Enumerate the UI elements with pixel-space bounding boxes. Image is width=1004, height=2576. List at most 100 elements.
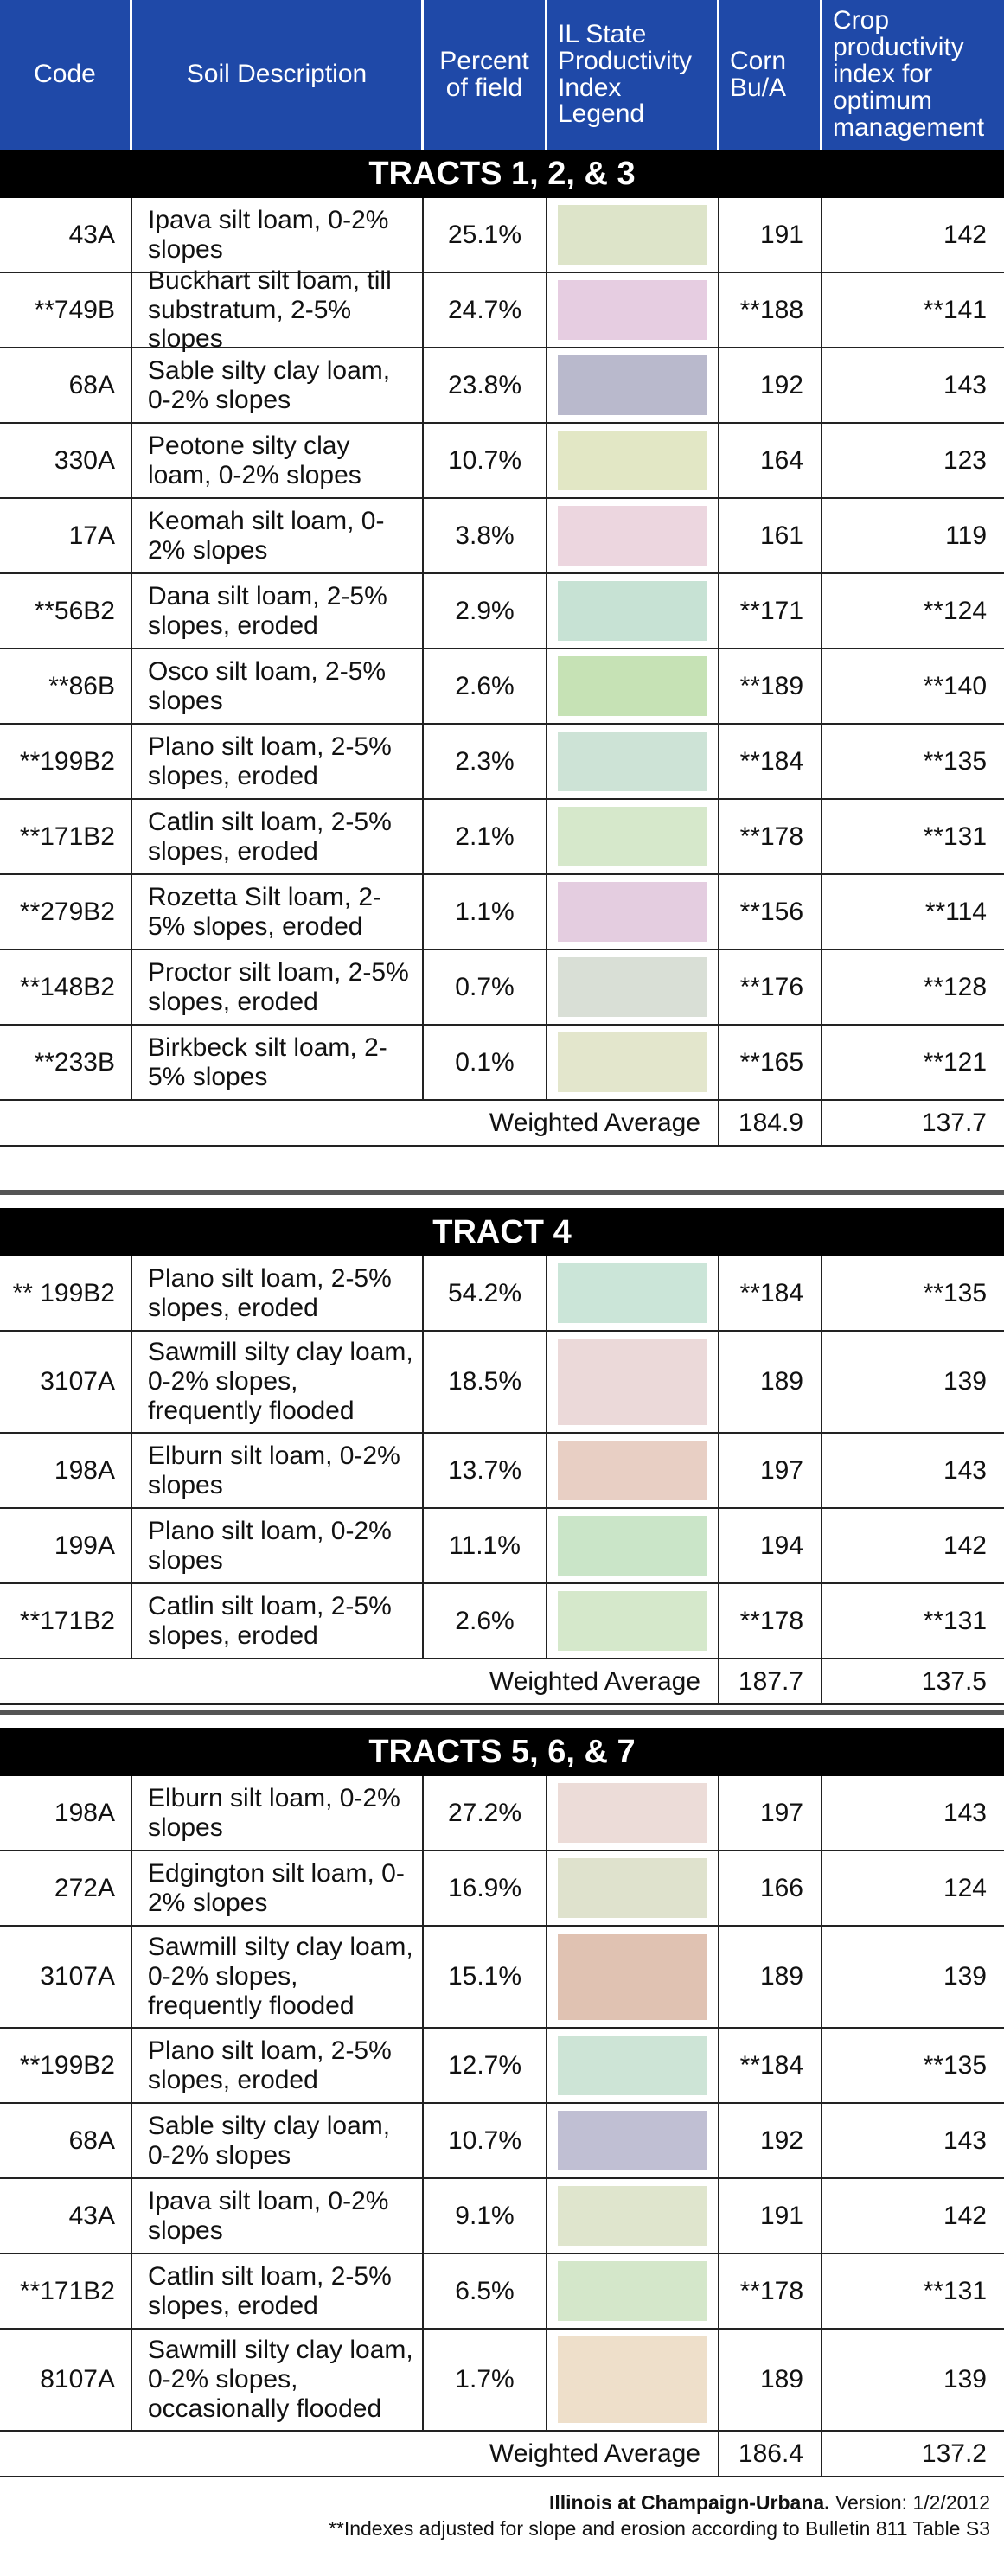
tract-section: TRACTS 1, 2, & 3 43A Ipava silt loam, 0-2%… <box>0 150 1004 1147</box>
corn-yield: 194 <box>719 1509 822 1582</box>
legend-cell <box>547 1256 719 1330</box>
percent-of-field: 1.7% <box>424 2330 547 2430</box>
legend-cell <box>547 198 719 272</box>
weighted-average-label: Weighted Average <box>0 2432 719 2476</box>
legend-cell <box>547 1026 719 1099</box>
table-row: 68A Sable silty clay loam, 0-2% slopes 10.… <box>0 2104 1004 2179</box>
crop-productivity-index: 143 <box>943 1798 987 1827</box>
percent-of-field: 16.9% <box>424 1851 547 1925</box>
table-row: 198A Elburn silt loam, 0-2% slopes 13.7% 19… <box>0 1434 1004 1509</box>
table-row: 199A Plano silt loam, 0-2% slopes 11.1% 194… <box>0 1509 1004 1584</box>
soil-description: Plano silt loam, 2-5% slopes, eroded <box>132 2029 424 2102</box>
soil-code: **86B <box>0 649 132 723</box>
soil-code: 3107A <box>0 1332 132 1432</box>
weighted-average-corn: 184.9 <box>719 1101 822 1145</box>
tract-title: TRACTS 1, 2, & 3 <box>0 150 1004 198</box>
table-row: 198A Elburn silt loam, 0-2% slopes 27.2% 19… <box>0 1776 1004 1851</box>
corn-yield: **165 <box>719 1026 822 1099</box>
legend-cell <box>547 1927 719 2027</box>
legend-swatch <box>558 355 707 415</box>
tract-section: TRACT 4 ** 199B2 Plano silt loam, 2-5% slo… <box>0 1208 1004 1705</box>
header-code: Code <box>0 0 132 150</box>
table-header: Code Soil Description Percent of field I… <box>0 0 1004 150</box>
table-row: 43A Ipava silt loam, 0-2% slopes 25.1% 191 1… <box>0 198 1004 273</box>
percent-of-field: 2.6% <box>424 1584 547 1658</box>
soil-code: 330A <box>0 424 132 497</box>
table-row: **199B2 Plano silt loam, 2-5% slopes, ero… <box>0 725 1004 800</box>
table-row: **171B2 Catlin silt loam, 2-5% slopes, er… <box>0 2254 1004 2330</box>
soil-description: Sable silty clay loam, 0-2% slopes <box>132 2104 424 2177</box>
corn-yield: 197 <box>719 1776 822 1850</box>
crop-productivity-index: 124 <box>943 1873 987 1902</box>
percent-of-field: 23.8% <box>424 348 547 422</box>
percent-of-field: 27.2% <box>424 1776 547 1850</box>
legend-cell <box>547 348 719 422</box>
percent-of-field: 9.1% <box>424 2179 547 2253</box>
crop-productivity-index: 142 <box>943 2201 987 2230</box>
table-row: **86B Osco silt loam, 2-5% slopes 2.6% **18… <box>0 649 1004 725</box>
legend-swatch <box>558 656 707 716</box>
legend-swatch <box>558 506 707 566</box>
legend-swatch <box>558 2111 707 2170</box>
percent-of-field: 54.2% <box>424 1256 547 1330</box>
legend-cell <box>547 1332 719 1432</box>
soil-description: Catlin silt loam, 2-5% slopes, eroded <box>132 1584 424 1658</box>
corn-yield: 197 <box>719 1434 822 1507</box>
table-row: 17A Keomah silt loam, 0-2% slopes 3.8% 161 1… <box>0 499 1004 574</box>
soil-code: **749B <box>0 273 132 347</box>
header-soil-description: Soil Description <box>132 0 424 150</box>
soil-description: Plano silt loam, 2-5% slopes, eroded <box>132 725 424 798</box>
percent-of-field: 13.7% <box>424 1434 547 1507</box>
footer-note: **Indexes adjusted for slope and erosion… <box>328 2516 990 2540</box>
crop-productivity-index: 139 <box>943 1367 987 1397</box>
soil-description: Elburn silt loam, 0-2% slopes <box>132 1434 424 1507</box>
percent-of-field: 15.1% <box>424 1927 547 2027</box>
legend-cell <box>547 649 719 723</box>
legend-cell <box>547 499 719 572</box>
crop-productivity-index: **114 <box>924 897 987 926</box>
percent-of-field: 12.7% <box>424 2029 547 2102</box>
legend-swatch <box>558 431 707 490</box>
legend-swatch <box>558 280 707 340</box>
table-row: 272A Edgington silt loam, 0-2% slopes 16.9… <box>0 1851 1004 1927</box>
weighted-average-cpi: 137.5 <box>921 1666 987 1696</box>
legend-swatch <box>558 1783 707 1843</box>
crop-productivity-index: 143 <box>943 2125 987 2155</box>
soil-code: 68A <box>0 2104 132 2177</box>
legend-swatch <box>558 1934 707 2020</box>
corn-yield: **189 <box>719 649 822 723</box>
corn-yield: **184 <box>719 1256 822 1330</box>
crop-productivity-index: **135 <box>923 2050 987 2080</box>
legend-swatch <box>558 882 707 942</box>
crop-productivity-index: **135 <box>923 1278 987 1307</box>
footer-version: Version: 1/2/2012 <box>829 2491 990 2514</box>
legend-swatch <box>558 205 707 265</box>
soil-code: **171B2 <box>0 2254 132 2328</box>
footer: Illinois at Champaign-Urbana. Version: 1… <box>0 2490 1004 2542</box>
soil-code: 198A <box>0 1776 132 1850</box>
table-row: **233B Birkbeck silt loam, 2-5% slopes 0.1… <box>0 1026 1004 1101</box>
legend-swatch <box>558 2261 707 2321</box>
legend-swatch <box>558 807 707 866</box>
soil-description: Plano silt loam, 0-2% slopes <box>132 1509 424 1582</box>
soil-code: 43A <box>0 2179 132 2253</box>
legend-swatch <box>558 1516 707 1576</box>
table-row: **148B2 Proctor silt loam, 2-5% slopes, e… <box>0 950 1004 1026</box>
soil-code: 8107A <box>0 2330 132 2430</box>
corn-yield: 189 <box>719 1332 822 1432</box>
soil-description: Keomah silt loam, 0-2% slopes <box>132 499 424 572</box>
crop-productivity-index: **121 <box>923 1047 987 1077</box>
table-row: 43A Ipava silt loam, 0-2% slopes 9.1% 191 14… <box>0 2179 1004 2254</box>
header-legend: IL State Productivity Index Legend <box>547 0 719 150</box>
soil-description: Sable silty clay loam, 0-2% slopes <box>132 348 424 422</box>
legend-swatch <box>558 2336 707 2423</box>
soil-code: 17A <box>0 499 132 572</box>
soil-description: Catlin silt loam, 2-5% slopes, eroded <box>132 800 424 873</box>
legend-cell <box>547 2254 719 2328</box>
section-divider <box>0 1710 1004 1715</box>
legend-swatch <box>558 1591 707 1651</box>
tract-section: TRACTS 5, 6, & 7 198A Elburn silt loam, 0-… <box>0 1728 1004 2477</box>
header-percent-of-field: Percent of field <box>424 0 547 150</box>
corn-yield: **178 <box>719 1584 822 1658</box>
